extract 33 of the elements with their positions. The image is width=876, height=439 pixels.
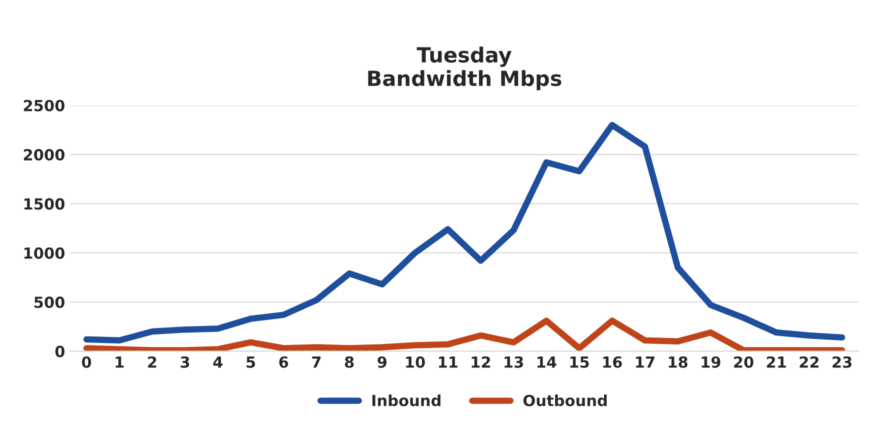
chart-title: Tuesday Bandwidth Mbps — [368, 46, 562, 90]
x-tick-label: 18 — [668, 356, 688, 368]
x-tick-label: 15 — [570, 356, 589, 368]
legend-label: Outbound — [523, 394, 607, 406]
x-tick-label: 13 — [504, 356, 523, 368]
y-tick-label: 1500 — [24, 198, 64, 210]
y-tick-label: 2000 — [24, 148, 64, 161]
y-tick-label: 2500 — [24, 100, 64, 112]
x-tick-label: 16 — [603, 356, 622, 368]
x-tick-label: 8 — [344, 356, 354, 368]
x-tick-label: 14 — [538, 356, 556, 368]
x-tick-label: 12 — [472, 356, 490, 368]
x-tick-label: 5 — [246, 356, 256, 368]
x-tick-label: 4 — [213, 356, 223, 368]
x-tick-label: 20 — [734, 356, 754, 368]
x-tick-label: 21 — [766, 356, 786, 368]
y-tick-label: 1000 — [24, 247, 64, 259]
legend-label: Inbound — [372, 394, 440, 406]
x-tick-label: 0 — [82, 356, 92, 368]
x-tick-label: 22 — [800, 356, 819, 368]
x-tick-label: 19 — [702, 356, 720, 368]
x-tick-label: 17 — [636, 356, 654, 368]
x-tick-label: 11 — [438, 356, 458, 368]
x-tick-label: 6 — [279, 356, 288, 368]
x-tick-label: 23 — [832, 356, 852, 368]
y-tick-label: 0 — [55, 346, 64, 358]
x-tick-label: 3 — [180, 356, 190, 368]
x-tick-label: 2 — [148, 356, 156, 368]
x-tick-label: 1 — [116, 356, 124, 368]
x-tick-label: 10 — [406, 356, 425, 368]
y-tick-label: 500 — [34, 296, 64, 308]
x-tick-label: 9 — [378, 356, 386, 368]
x-tick-label: 7 — [312, 356, 321, 368]
